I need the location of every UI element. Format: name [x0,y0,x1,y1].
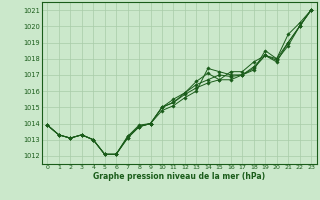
X-axis label: Graphe pression niveau de la mer (hPa): Graphe pression niveau de la mer (hPa) [93,172,265,181]
